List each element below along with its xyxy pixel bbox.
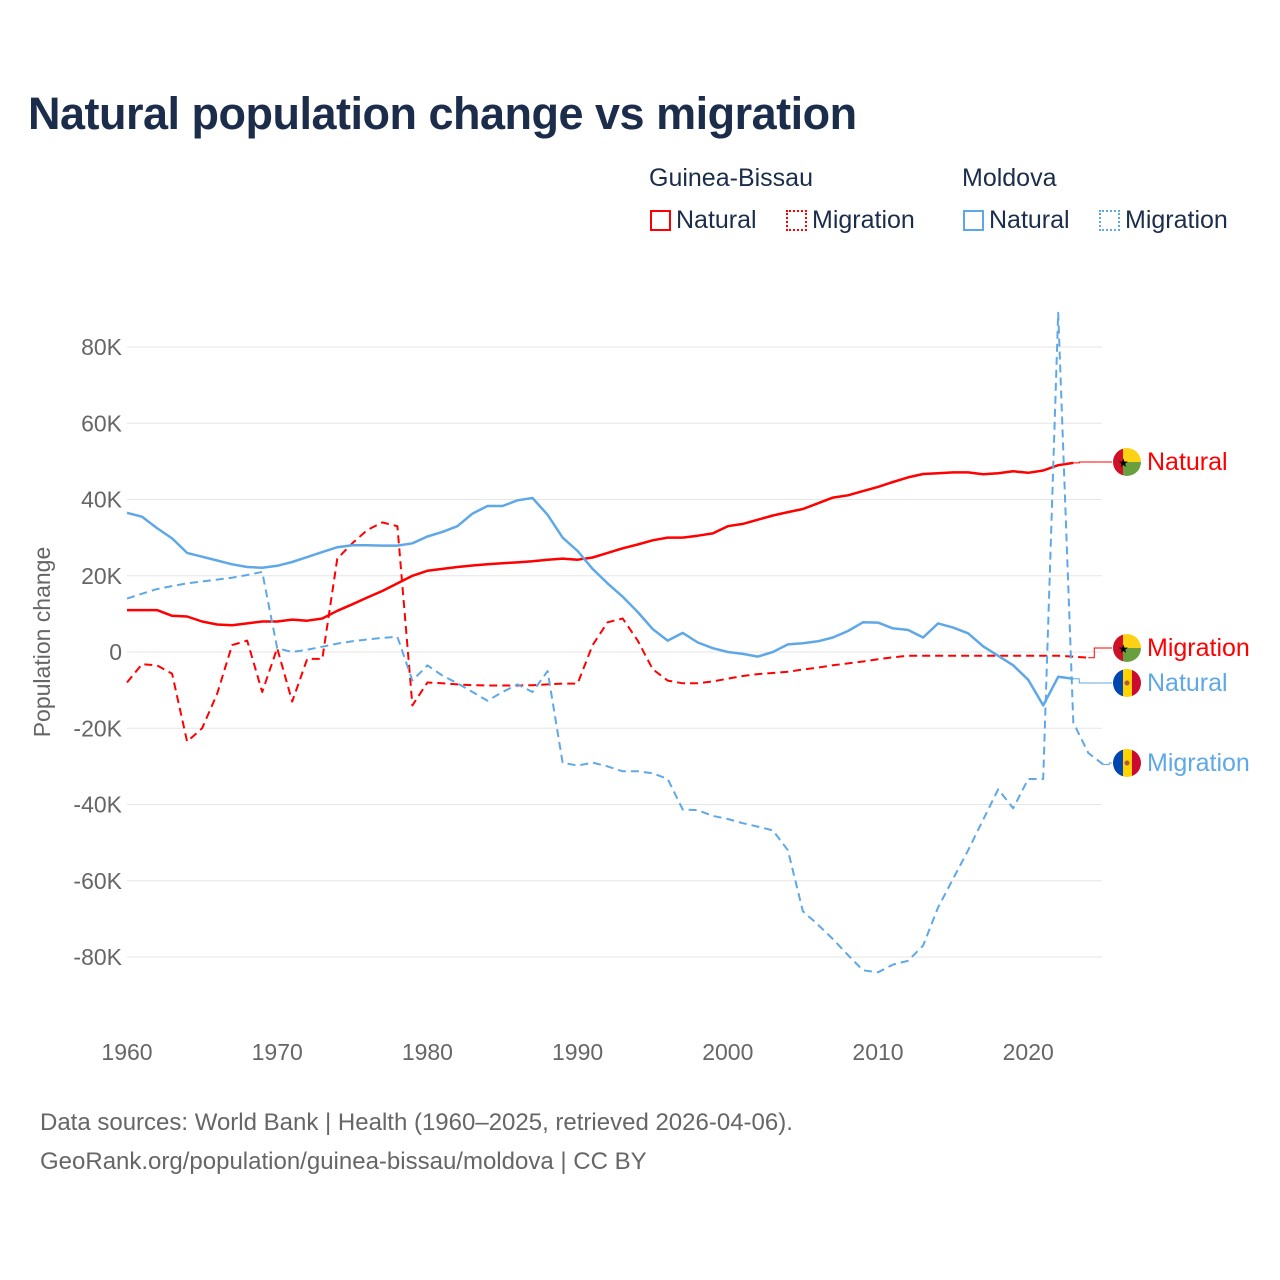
svg-text:★: ★ [1118, 642, 1129, 656]
y-tick-label: 60K [81, 410, 123, 436]
footer-sources: Data sources: World Bank | Health (1960–… [40, 1109, 793, 1136]
legend-label: Natural [989, 206, 1070, 234]
legend-label: Natural [676, 206, 757, 234]
legend-country-guinea-bissau: Guinea-Bissau [649, 164, 813, 192]
guinea-bissau-flag-icon: ★ [1113, 634, 1141, 662]
legend-label: Migration [1125, 206, 1228, 234]
x-tick-label: 2010 [852, 1039, 903, 1065]
moldova-flag-icon [1113, 749, 1141, 777]
y-tick-label: -40K [73, 792, 122, 818]
x-tick-label: 2020 [1003, 1039, 1054, 1065]
legend-country-moldova: Moldova [962, 164, 1057, 192]
guinea-bissau-flag-icon: ★ [1113, 448, 1141, 476]
y-tick-label: -20K [73, 715, 122, 741]
end-label-moldova-natural: Natural [1147, 669, 1228, 697]
x-tick-label: 1980 [402, 1039, 453, 1065]
footer-link[interactable]: GeoRank.org/population/guinea-bissau/mol… [40, 1148, 647, 1175]
moldova-flag-icon [1113, 669, 1141, 697]
x-tick-label: 1990 [552, 1039, 603, 1065]
y-tick-label: -60K [73, 868, 122, 894]
series-line-moldova-migration [126, 311, 1104, 974]
series-line-moldova-natural [126, 496, 1074, 707]
solid-swatch-icon [963, 210, 984, 231]
label-connector [1073, 678, 1112, 684]
y-tick-label: 20K [81, 563, 123, 589]
legend-item-gb-migration[interactable]: Migration [786, 206, 915, 235]
end-label-guinea-bissau-natural: Natural [1147, 448, 1228, 476]
y-tick-label: -80K [73, 944, 122, 970]
chart-title: Natural population change vs migration [28, 88, 857, 139]
y-tick-label: 40K [81, 487, 123, 513]
label-connector [1073, 461, 1112, 464]
legend-item-md-natural[interactable]: Natural [963, 206, 1070, 235]
legend-item-gb-natural[interactable]: Natural [650, 206, 757, 235]
end-label-moldova-migration: Migration [1147, 749, 1250, 777]
dotted-swatch-icon [786, 210, 807, 231]
y-tick-label: 80K [81, 334, 123, 360]
series-line-guinea-bissau-natural [127, 461, 1074, 627]
label-connector [1103, 762, 1112, 765]
legend-label: Migration [812, 206, 915, 234]
series-line-guinea-bissau-migration [126, 521, 1089, 743]
legend-item-md-migration[interactable]: Migration [1099, 206, 1228, 235]
y-tick-label: 0 [109, 639, 122, 665]
x-tick-label: 2000 [702, 1039, 753, 1065]
dotted-swatch-icon [1099, 210, 1120, 231]
solid-swatch-icon [650, 210, 671, 231]
x-tick-label: 1960 [101, 1039, 152, 1065]
x-tick-label: 1970 [252, 1039, 303, 1065]
label-connector [1088, 647, 1112, 659]
y-axis-label: Population change [29, 547, 55, 738]
svg-text:★: ★ [1118, 456, 1129, 470]
end-label-guinea-bissau-migration: Migration [1147, 634, 1250, 662]
